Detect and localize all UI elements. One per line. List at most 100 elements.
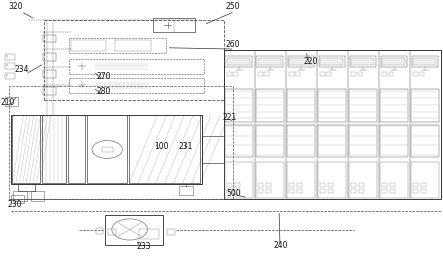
Text: 240: 240 [274,241,288,250]
Bar [289,72,294,76]
Bar [420,72,424,76]
Bar [413,184,418,187]
Bar [235,189,240,193]
Bar [382,189,387,193]
Bar [258,189,263,193]
Text: 221: 221 [223,113,237,122]
Bar [349,125,377,157]
Bar [358,72,362,76]
Bar [413,189,418,193]
Bar [328,189,333,193]
Bar [380,125,408,157]
Bar [390,189,395,193]
Bar [266,189,271,193]
Bar [349,89,377,122]
Text: 210: 210 [1,98,15,107]
Bar [256,125,284,157]
Bar [227,58,250,65]
Bar [289,189,294,193]
Bar [264,72,269,76]
Bar [256,56,283,67]
Bar [69,59,204,74]
Text: 233: 233 [136,241,151,251]
Bar [351,58,374,65]
Bar [382,184,387,187]
Bar [5,63,15,69]
Bar [351,72,356,76]
Text: P: P [6,55,8,59]
Bar [411,125,439,157]
Bar [224,50,441,199]
Bar [227,184,232,187]
Bar [413,58,436,65]
Text: 280: 280 [97,87,111,96]
Bar [129,115,200,184]
Bar [288,56,314,67]
Bar [13,191,27,201]
Bar [233,72,238,76]
Bar [227,72,232,76]
Bar [42,115,66,184]
Bar [5,97,18,105]
Bar [225,89,253,122]
Bar [258,58,281,65]
Bar [326,72,331,76]
Bar [328,184,333,187]
Bar [287,162,315,198]
Bar [9,86,233,199]
Bar [412,56,438,67]
Bar [350,56,376,67]
Bar [43,87,56,95]
Bar [225,56,252,67]
Bar [44,20,224,100]
Bar [382,58,405,65]
Bar [43,53,56,61]
Bar [318,125,346,157]
Bar [227,189,232,193]
Bar [43,70,56,78]
Text: 100: 100 [154,142,169,151]
Bar [31,191,44,201]
Bar [69,38,166,53]
Bar [96,228,103,234]
Bar [153,18,195,32]
Bar [411,89,439,122]
Bar [359,184,364,187]
Bar [139,229,159,239]
Bar [256,162,284,198]
Bar [380,162,408,198]
Bar [382,72,387,76]
Text: 250: 250 [225,2,240,11]
Text: P: P [6,64,8,68]
Bar [318,89,346,122]
Bar [289,184,294,187]
Bar [320,189,325,193]
Bar [225,125,253,157]
Bar [351,184,356,187]
Bar [87,115,127,184]
Bar [167,229,175,235]
Bar [389,72,393,76]
Bar [359,189,364,193]
Text: 500: 500 [227,189,241,198]
Text: 231: 231 [179,142,193,151]
Bar [71,40,106,51]
Bar [11,195,24,203]
Bar [108,229,116,235]
Bar [351,189,356,193]
Bar [287,89,315,122]
Bar [258,72,263,76]
Bar [413,72,418,76]
Bar [5,54,15,60]
Text: 270: 270 [97,72,111,81]
Bar [319,56,345,67]
Bar [256,89,284,122]
Bar [381,56,407,67]
Text: 234: 234 [14,65,29,74]
Bar [179,186,193,195]
Bar [68,115,85,184]
Bar [421,184,426,187]
Bar [289,58,312,65]
Bar [258,184,263,187]
Bar [43,35,56,42]
